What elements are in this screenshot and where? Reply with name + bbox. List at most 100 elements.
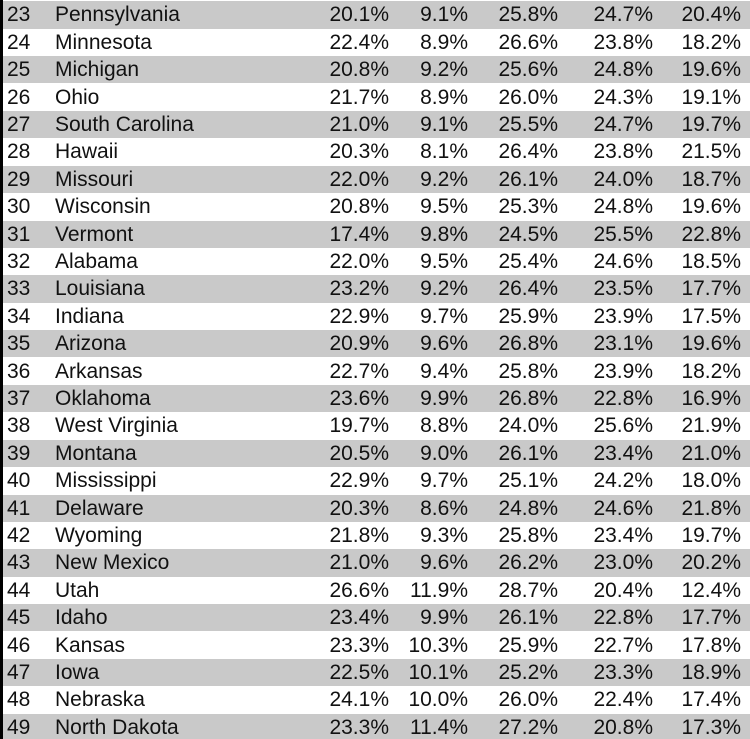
state-name: Missouri	[55, 167, 134, 191]
state-name: Wyoming	[55, 523, 143, 547]
value-cell: 16.9%	[681, 386, 741, 410]
value-cell: 19.6%	[681, 58, 741, 82]
value-cell: 17.8%	[681, 633, 741, 657]
value-cell: 10.0%	[408, 688, 468, 712]
value-cell: 25.4%	[498, 249, 558, 273]
table-row: 23 Pennsylvania 20.1% 9.1% 25.8% 24.7% 20.4%	[3, 1, 750, 29]
rank: 31	[7, 222, 31, 246]
value-cell: 22.7%	[593, 633, 653, 657]
value-cell: 22.4%	[593, 688, 653, 712]
value-cell: 21.0%	[681, 441, 741, 465]
value-cell: 19.6%	[681, 195, 741, 219]
value-cell: 24.8%	[593, 195, 653, 219]
value-cell: 24.8%	[498, 496, 558, 520]
table-row: 28 Hawaii 20.3% 8.1% 26.4% 23.8% 21.5%	[3, 138, 750, 165]
value-cell: 24.3%	[593, 85, 653, 109]
value-cell: 26.1%	[498, 167, 558, 191]
value-cell: 26.1%	[498, 441, 558, 465]
value-cell: 20.8%	[329, 195, 389, 219]
rank: 27	[7, 112, 31, 136]
table-row: 37 Oklahoma 23.6% 9.9% 26.8% 22.8% 16.9%	[3, 384, 750, 413]
table-row: 32 Alabama 22.0% 9.5% 25.4% 24.6% 18.5%	[3, 248, 750, 275]
value-cell: 22.8%	[681, 222, 741, 246]
value-cell: 9.7%	[420, 469, 468, 493]
rank: 39	[7, 441, 31, 465]
value-cell: 24.7%	[593, 3, 653, 27]
rank: 37	[7, 386, 31, 410]
state-name: Idaho	[55, 606, 108, 630]
value-cell: 20.3%	[329, 496, 389, 520]
value-cell: 24.1%	[329, 688, 389, 712]
value-cell: 20.8%	[593, 715, 653, 739]
value-cell: 9.2%	[420, 277, 468, 301]
value-cell: 9.7%	[420, 304, 468, 328]
value-cell: 21.7%	[329, 85, 389, 109]
value-cell: 21.0%	[329, 112, 389, 136]
state-name: Michigan	[55, 58, 140, 82]
state-name: Oklahoma	[55, 386, 151, 410]
state-name: Hawaii	[55, 140, 119, 164]
table-row: 29 Missouri 22.0% 9.2% 26.1% 24.0% 18.7%	[3, 165, 750, 194]
value-cell: 23.6%	[329, 386, 389, 410]
value-cell: 9.6%	[420, 332, 468, 356]
table-row: 42 Wyoming 21.8% 9.3% 25.8% 23.4% 19.7%	[3, 522, 750, 549]
value-cell: 17.5%	[681, 304, 741, 328]
value-cell: 26.8%	[498, 386, 558, 410]
value-cell: 20.5%	[329, 441, 389, 465]
value-cell: 22.8%	[593, 606, 653, 630]
rank: 33	[7, 277, 31, 301]
rank: 41	[7, 496, 31, 520]
value-cell: 26.4%	[498, 140, 558, 164]
value-cell: 24.0%	[498, 414, 558, 438]
value-cell: 24.6%	[593, 249, 653, 273]
state-name: Pennsylvania	[55, 3, 180, 27]
value-cell: 21.5%	[681, 140, 741, 164]
state-name: Louisiana	[55, 277, 145, 301]
value-cell: 17.3%	[681, 715, 741, 739]
table-row: 35 Arizona 20.9% 9.6% 26.8% 23.1% 19.6%	[3, 330, 750, 358]
value-cell: 17.7%	[681, 606, 741, 630]
table-row: 26 Ohio 21.7% 8.9% 26.0% 24.3% 19.1%	[3, 84, 750, 111]
rank: 44	[7, 578, 31, 602]
value-cell: 26.0%	[498, 688, 558, 712]
value-cell: 24.2%	[593, 469, 653, 493]
table-row: 43 New Mexico 21.0% 9.6% 26.2% 23.0% 20.2%	[3, 549, 750, 577]
value-cell: 25.6%	[498, 58, 558, 82]
state-name: Nebraska	[55, 688, 145, 712]
value-cell: 26.2%	[498, 551, 558, 575]
value-cell: 9.9%	[420, 606, 468, 630]
value-cell: 23.3%	[329, 633, 389, 657]
rank: 36	[7, 359, 31, 383]
table-row: 38 West Virginia 19.7% 8.8% 24.0% 25.6% 21.9%	[3, 412, 750, 439]
value-cell: 9.8%	[420, 222, 468, 246]
rank: 38	[7, 414, 31, 438]
value-cell: 9.6%	[420, 551, 468, 575]
rank: 30	[7, 195, 31, 219]
state-name: Minnesota	[55, 30, 152, 54]
value-cell: 9.4%	[420, 359, 468, 383]
value-cell: 9.5%	[420, 195, 468, 219]
value-cell: 26.0%	[498, 85, 558, 109]
value-cell: 9.2%	[420, 167, 468, 191]
value-cell: 20.4%	[593, 578, 653, 602]
value-cell: 12.4%	[681, 578, 741, 602]
table-row: 41 Delaware 20.3% 8.6% 24.8% 24.6% 21.8%	[3, 494, 750, 522]
state-name: North Dakota	[55, 715, 179, 739]
value-cell: 8.8%	[420, 414, 468, 438]
state-name: Arizona	[55, 332, 127, 356]
value-cell: 23.3%	[593, 660, 653, 684]
value-cell: 23.8%	[593, 140, 653, 164]
value-cell: 23.2%	[329, 277, 389, 301]
value-cell: 24.6%	[593, 496, 653, 520]
value-cell: 19.1%	[681, 85, 741, 109]
value-cell: 25.9%	[498, 304, 558, 328]
value-cell: 8.9%	[420, 85, 468, 109]
value-cell: 25.9%	[498, 633, 558, 657]
value-cell: 9.0%	[420, 441, 468, 465]
value-cell: 9.9%	[420, 386, 468, 410]
value-cell: 26.6%	[329, 578, 389, 602]
value-cell: 8.1%	[420, 140, 468, 164]
value-cell: 24.7%	[593, 112, 653, 136]
value-cell: 9.1%	[420, 112, 468, 136]
